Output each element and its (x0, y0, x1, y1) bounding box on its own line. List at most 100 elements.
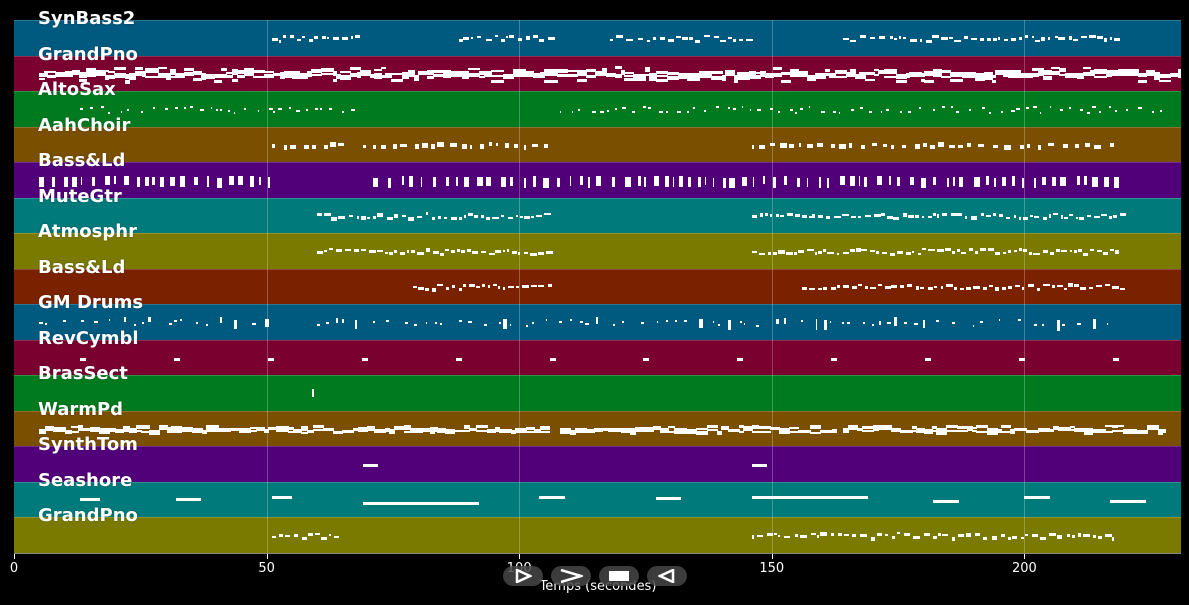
note (307, 74, 313, 77)
note (1093, 71, 1108, 74)
note (467, 212, 474, 216)
note (437, 142, 444, 147)
note (1178, 73, 1181, 79)
note (432, 176, 437, 187)
note (994, 252, 1000, 255)
note (851, 533, 856, 537)
note (1008, 536, 1011, 540)
note (778, 110, 781, 113)
note (308, 38, 313, 42)
note (879, 320, 881, 326)
note (883, 75, 897, 78)
note (522, 285, 530, 289)
note (667, 426, 675, 429)
note (1030, 214, 1034, 218)
note (288, 431, 295, 434)
note (1157, 429, 1164, 432)
note (349, 72, 359, 75)
note (849, 143, 853, 148)
note (899, 431, 914, 434)
note (946, 177, 949, 188)
note (1151, 111, 1154, 114)
note (859, 76, 866, 79)
note (425, 212, 429, 216)
note (797, 74, 808, 78)
note (903, 321, 908, 324)
note (523, 251, 528, 255)
note (380, 67, 386, 70)
note (200, 73, 207, 76)
note (926, 39, 932, 44)
note (515, 215, 518, 218)
note (407, 217, 414, 221)
note (757, 534, 763, 538)
note (1138, 106, 1142, 109)
stop-button[interactable] (599, 566, 639, 586)
note (174, 72, 185, 76)
note (523, 215, 531, 220)
note (238, 176, 244, 186)
note (794, 533, 798, 538)
note (79, 108, 84, 111)
note (373, 320, 376, 323)
note (625, 177, 632, 188)
note (655, 71, 669, 74)
note (1008, 249, 1011, 254)
note (982, 537, 988, 540)
note (637, 37, 644, 40)
note (244, 70, 255, 74)
note (334, 535, 340, 539)
note (596, 176, 602, 187)
note (356, 216, 360, 219)
note (128, 77, 136, 81)
note (468, 74, 480, 76)
note (860, 106, 863, 109)
note (1010, 429, 1015, 434)
note (998, 319, 1001, 322)
note (780, 142, 787, 148)
note (660, 427, 669, 430)
note (664, 175, 670, 187)
note (974, 532, 981, 537)
note (956, 248, 960, 252)
note (476, 425, 488, 428)
note (1101, 213, 1107, 216)
track-name-label: GrandPno (38, 505, 138, 527)
note (506, 249, 510, 252)
note (402, 75, 410, 79)
note (430, 144, 435, 149)
note (1043, 216, 1048, 221)
note (342, 429, 354, 432)
note (1077, 248, 1083, 252)
note (350, 36, 354, 40)
note (537, 285, 545, 288)
track-name-label: GM Drums (38, 292, 144, 314)
track-lane (14, 517, 1181, 553)
note (742, 426, 753, 431)
note (906, 252, 911, 255)
note (514, 430, 528, 433)
note (721, 75, 727, 78)
rewind-button[interactable] (647, 566, 687, 586)
fast-forward-button[interactable] (551, 566, 591, 586)
note (244, 73, 255, 76)
play-button[interactable] (503, 566, 543, 586)
note (737, 77, 750, 80)
note (1042, 250, 1049, 254)
note (652, 37, 656, 41)
note (45, 425, 55, 431)
note (809, 431, 821, 434)
note (876, 175, 883, 186)
note (850, 249, 856, 252)
note (1127, 74, 1139, 77)
track-notes (14, 447, 1181, 482)
note (85, 74, 96, 77)
note (819, 431, 834, 434)
note (271, 143, 276, 149)
note (508, 35, 515, 38)
note (1042, 69, 1052, 75)
note (324, 144, 328, 149)
note (125, 80, 130, 84)
note (233, 111, 235, 114)
note (809, 287, 816, 290)
